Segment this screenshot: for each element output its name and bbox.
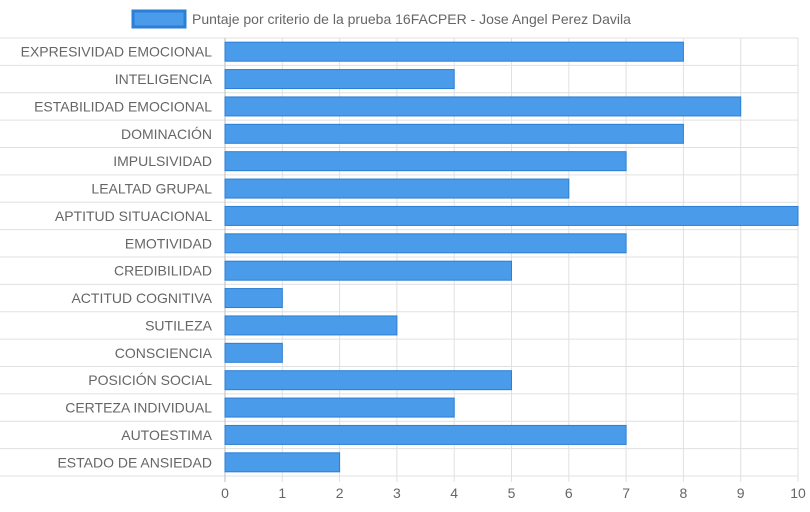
bars	[224, 41, 799, 473]
bar[interactable]	[224, 41, 684, 62]
x-tick-label: 9	[737, 485, 745, 501]
legend-label: Puntaje por criterio de la prueba 16FACP…	[192, 11, 631, 27]
bar[interactable]	[224, 260, 512, 281]
category-label: ESTABILIDAD EMOCIONAL	[34, 98, 212, 114]
x-tick-label: 4	[450, 485, 458, 501]
category-label: EXPRESIVIDAD EMOCIONAL	[21, 44, 213, 60]
bar[interactable]	[224, 69, 455, 90]
bar[interactable]	[224, 178, 570, 199]
bar[interactable]	[224, 424, 627, 445]
category-label: DOMINACIÓN	[121, 126, 212, 142]
bar[interactable]	[224, 205, 799, 226]
x-tick-label: 7	[622, 485, 630, 501]
x-tick-label: 1	[278, 485, 286, 501]
category-label: SUTILEZA	[145, 317, 213, 333]
bar[interactable]	[224, 342, 283, 363]
x-tick-label: 0	[221, 485, 229, 501]
category-labels: EXPRESIVIDAD EMOCIONAL INTELIGENCIA ESTABI…	[21, 44, 213, 471]
category-label: CONSCIENCIA	[115, 345, 213, 361]
bar[interactable]	[224, 233, 627, 254]
x-tick-label: 3	[393, 485, 401, 501]
bar[interactable]	[224, 397, 455, 418]
category-label: CREDIBILIDAD	[114, 263, 212, 279]
bar[interactable]	[224, 96, 742, 117]
category-label: AUTOESTIMA	[121, 427, 212, 443]
category-label: CERTEZA INDIVIDUAL	[65, 400, 212, 416]
category-label: LEALTAD GRUPAL	[91, 181, 212, 197]
category-label: IMPULSIVIDAD	[113, 153, 212, 169]
category-label: APTITUD SITUACIONAL	[55, 208, 212, 224]
bar[interactable]	[224, 315, 398, 336]
bar[interactable]	[224, 123, 684, 144]
bar[interactable]	[224, 151, 627, 172]
bar[interactable]	[224, 288, 283, 309]
category-label: INTELIGENCIA	[115, 71, 213, 87]
grid	[0, 37, 799, 482]
category-label: POSICIÓN SOCIAL	[88, 372, 212, 388]
category-label: ESTADO DE ANSIEDAD	[57, 454, 212, 470]
x-axis-tick-labels: 0 1 2 3 4 5 6 7 8 9 10	[221, 485, 806, 501]
x-tick-label: 6	[565, 485, 573, 501]
x-tick-label: 10	[790, 485, 806, 501]
bar[interactable]	[224, 370, 512, 391]
category-label: EMOTIVIDAD	[125, 235, 212, 251]
x-tick-label: 2	[336, 485, 344, 501]
x-tick-label: 5	[508, 485, 516, 501]
x-tick-label: 8	[680, 485, 688, 501]
category-label: ACTITUD COGNITIVA	[71, 290, 212, 306]
legend[interactable]: Puntaje por criterio de la prueba 16FACP…	[131, 9, 631, 29]
bar[interactable]	[224, 452, 341, 473]
legend-swatch	[131, 9, 187, 29]
